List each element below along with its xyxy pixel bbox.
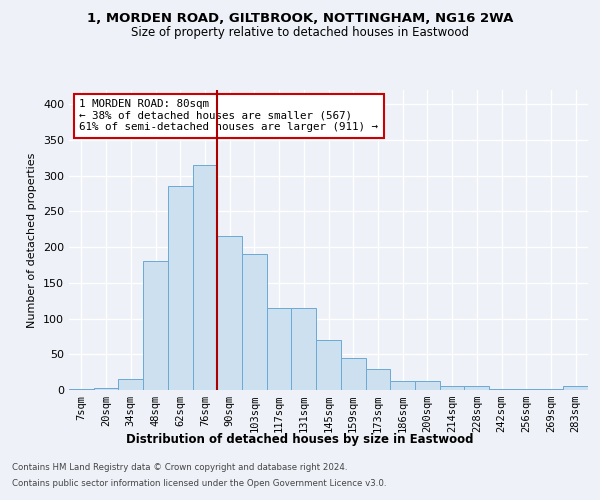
Text: Contains public sector information licensed under the Open Government Licence v3: Contains public sector information licen…	[12, 478, 386, 488]
Bar	[464, 386, 489, 390]
Bar	[143, 262, 168, 390]
Bar	[316, 340, 341, 390]
Bar	[390, 382, 415, 390]
Bar	[365, 368, 390, 390]
Bar	[539, 388, 563, 390]
Bar	[341, 358, 365, 390]
Bar	[94, 388, 118, 390]
Bar	[415, 382, 440, 390]
Bar	[440, 386, 464, 390]
Text: 1 MORDEN ROAD: 80sqm
← 38% of detached houses are smaller (567)
61% of semi-deta: 1 MORDEN ROAD: 80sqm ← 38% of detached h…	[79, 99, 379, 132]
Bar	[118, 380, 143, 390]
Bar	[563, 386, 588, 390]
Bar	[193, 165, 217, 390]
Bar	[168, 186, 193, 390]
Y-axis label: Number of detached properties: Number of detached properties	[28, 152, 37, 328]
Bar	[267, 308, 292, 390]
Bar	[489, 388, 514, 390]
Text: Size of property relative to detached houses in Eastwood: Size of property relative to detached ho…	[131, 26, 469, 39]
Bar	[514, 388, 539, 390]
Bar	[217, 236, 242, 390]
Bar	[69, 388, 94, 390]
Text: Distribution of detached houses by size in Eastwood: Distribution of detached houses by size …	[126, 432, 474, 446]
Text: 1, MORDEN ROAD, GILTBROOK, NOTTINGHAM, NG16 2WA: 1, MORDEN ROAD, GILTBROOK, NOTTINGHAM, N…	[87, 12, 513, 26]
Bar	[292, 308, 316, 390]
Bar	[242, 254, 267, 390]
Text: Contains HM Land Registry data © Crown copyright and database right 2024.: Contains HM Land Registry data © Crown c…	[12, 464, 347, 472]
